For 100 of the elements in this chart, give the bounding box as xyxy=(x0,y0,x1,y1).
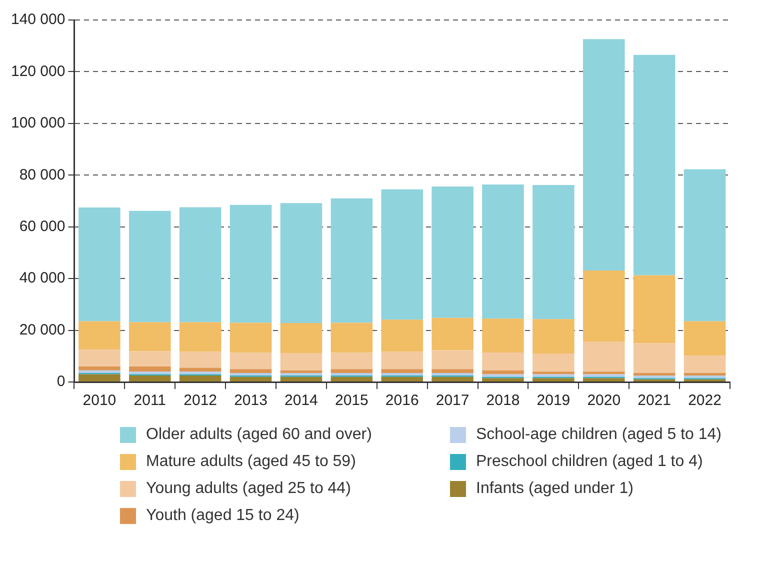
bar xyxy=(78,374,120,382)
bar xyxy=(381,189,423,320)
x-tick-label: 2018 xyxy=(486,392,520,410)
bar xyxy=(230,372,272,376)
bar xyxy=(330,352,373,370)
bar xyxy=(532,374,574,377)
bar xyxy=(230,204,272,323)
x-tick-label: 2013 xyxy=(234,392,268,410)
bar xyxy=(179,372,222,374)
x-tick-label: 2015 xyxy=(334,392,368,410)
bar xyxy=(129,376,171,382)
bar xyxy=(280,323,322,354)
bar xyxy=(280,370,322,373)
x-tick-label: 2017 xyxy=(436,392,470,410)
bar xyxy=(330,376,373,382)
bar xyxy=(381,369,423,373)
legend-label: Mature adults (aged 45 to 59) xyxy=(146,452,356,470)
bar xyxy=(280,376,322,382)
bar xyxy=(583,378,625,382)
x-tick-label: 2016 xyxy=(385,392,419,410)
bar xyxy=(330,372,373,376)
bar xyxy=(684,169,726,322)
bar xyxy=(78,366,120,370)
bar xyxy=(381,320,423,352)
bar xyxy=(684,321,726,356)
bar xyxy=(532,354,574,372)
bar xyxy=(230,376,272,382)
x-tick-label: 2022 xyxy=(688,392,722,410)
bar xyxy=(633,343,676,373)
x-tick-label: 2010 xyxy=(82,392,116,410)
bar xyxy=(532,319,574,354)
bar xyxy=(583,374,625,377)
bar xyxy=(230,369,272,373)
legend-label: Infants (aged under 1) xyxy=(476,480,634,498)
bar xyxy=(78,207,120,322)
y-tick-label: 120 000 xyxy=(10,62,66,80)
bar xyxy=(432,318,474,350)
legend-label: Older adults (aged 60 and over) xyxy=(146,426,372,444)
legend-label: Young adults (aged 25 to 44) xyxy=(146,480,351,498)
x-tick-label: 2011 xyxy=(134,392,166,410)
bar xyxy=(583,372,625,374)
legend-label: School-age children (aged 5 to 14) xyxy=(476,426,722,444)
bar xyxy=(583,342,625,372)
bar xyxy=(129,351,171,366)
bar xyxy=(432,369,474,373)
bar xyxy=(280,372,322,376)
bar xyxy=(482,378,524,382)
y-tick-label: 0 xyxy=(56,373,66,390)
bar xyxy=(532,184,574,320)
bar xyxy=(381,352,423,370)
y-tick-label: 40 000 xyxy=(19,270,66,287)
bar xyxy=(684,376,726,378)
bar xyxy=(583,39,625,271)
bar xyxy=(482,352,524,370)
bar xyxy=(230,322,272,353)
bar xyxy=(129,366,171,372)
x-tick-label: 2014 xyxy=(284,392,318,410)
bar xyxy=(633,275,676,344)
y-tick-label: 100 000 xyxy=(10,114,66,132)
bar xyxy=(179,376,222,382)
bar xyxy=(633,54,676,276)
bar xyxy=(684,356,726,373)
bar xyxy=(179,352,222,368)
bar xyxy=(482,370,524,374)
y-tick-label: 20 000 xyxy=(19,321,66,338)
x-tick-label: 2020 xyxy=(587,392,621,410)
bar xyxy=(432,372,474,376)
bar xyxy=(280,353,322,370)
bar xyxy=(532,372,574,374)
bar xyxy=(78,350,120,366)
y-tick-label: 140 000 xyxy=(10,11,66,28)
bar xyxy=(532,378,574,382)
bar xyxy=(230,352,272,370)
y-tick-label: 80 000 xyxy=(19,166,66,184)
bar xyxy=(330,369,373,373)
x-tick-label: 2021 xyxy=(638,392,672,410)
bar xyxy=(482,374,524,377)
bar xyxy=(179,368,222,372)
bar xyxy=(280,203,322,324)
bar xyxy=(129,322,171,352)
bar xyxy=(330,198,373,323)
y-tick-label: 60 000 xyxy=(19,218,66,235)
bar xyxy=(432,186,474,318)
bar xyxy=(381,376,423,382)
bar xyxy=(482,318,524,353)
bar xyxy=(633,376,676,378)
bar xyxy=(432,350,474,370)
bar xyxy=(583,270,625,342)
bar xyxy=(330,322,373,353)
bar xyxy=(482,184,524,319)
bar xyxy=(633,372,676,376)
bar xyxy=(381,372,423,376)
bar xyxy=(684,372,726,376)
bar xyxy=(129,372,171,374)
bar xyxy=(179,207,222,322)
x-tick-label: 2012 xyxy=(184,392,218,410)
bar xyxy=(129,210,171,322)
bar xyxy=(78,321,120,350)
bar xyxy=(78,370,120,373)
bar xyxy=(179,322,222,352)
